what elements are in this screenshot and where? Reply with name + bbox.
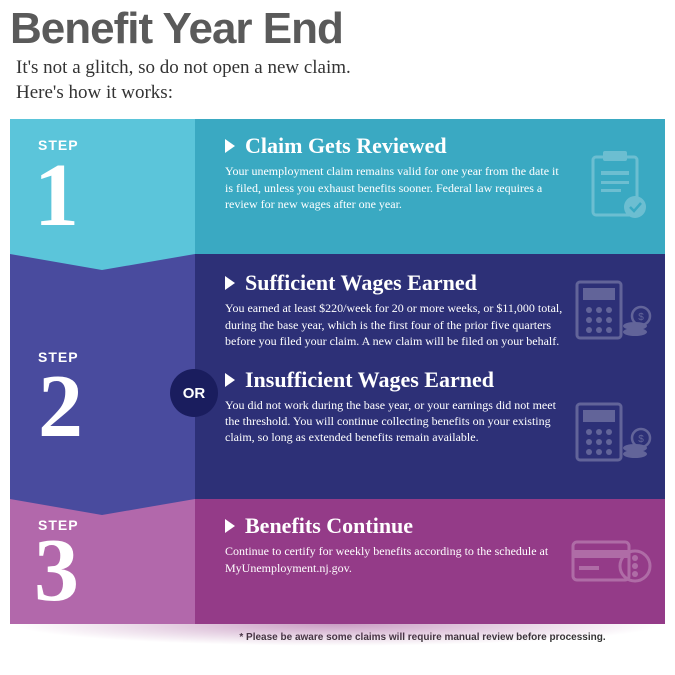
step-1-content: Claim Gets Reviewed Your unemployment cl… [195,119,665,254]
step-3-body: Continue to certify for weekly benefits … [225,543,565,575]
step-1-heading: Claim Gets Reviewed [225,133,575,159]
infographic-container: Benefit Year End It's not a glitch, so d… [0,0,675,643]
step-1-left: STEP 1 [10,119,195,254]
step-2b-heading: Insufficient Wages Earned [225,367,575,393]
step-3-number: 3 [34,526,79,616]
calculator-coins-icon: $ [575,280,653,344]
step-3-label: STEP [38,517,79,533]
step-2-number: 2 [38,362,83,452]
step-2b: Insufficient Wages Earned You did not wo… [225,367,575,446]
clipboard-icon [585,151,653,223]
subtitle: It's not a glitch, so do not open a new … [16,56,665,105]
step-2a-body: You earned at least $220/week for 20 or … [225,300,565,349]
chevron-right-icon [225,519,235,533]
step-1-body: Your unemployment claim remains valid fo… [225,163,565,212]
step-3-left: STEP 3 [10,499,195,624]
step-3-heading: Benefits Continue [225,513,575,539]
svg-text:$: $ [638,312,644,323]
step-2-content: Sufficient Wages Earned You earned at le… [195,254,665,499]
step-1-chevron [10,254,195,270]
chevron-right-icon [225,373,235,387]
step-2a: Sufficient Wages Earned You earned at le… [225,270,575,349]
steps-list: STEP 1 Claim Gets Reviewed Your unemploy… [10,119,665,624]
subtitle-line2: Here's how it works: [16,82,173,103]
step-2-chevron [10,499,195,515]
step-2b-body: You did not work during the base year, o… [225,397,565,446]
step-3-content: Benefits Continue Continue to certify fo… [195,499,665,624]
step-2: STEP 2 OR Sufficient Wages Earned You ea… [10,254,665,499]
step-2-left: STEP 2 OR [10,254,195,499]
step-2a-heading: Sufficient Wages Earned [225,270,575,296]
card-icon [571,534,653,590]
subtitle-line1: It's not a glitch, so do not open a new … [16,57,351,78]
step-1-label: STEP [38,137,79,153]
chevron-right-icon [225,139,235,153]
svg-text:$: $ [638,434,644,445]
page-title: Benefit Year End [10,0,665,56]
step-1: STEP 1 Claim Gets Reviewed Your unemploy… [10,119,665,254]
calculator-coins-icon: $ [575,402,653,466]
step-1-number: 1 [34,151,79,241]
chevron-right-icon [225,276,235,290]
step-3: STEP 3 Benefits Continue Continue to cer… [10,499,665,624]
